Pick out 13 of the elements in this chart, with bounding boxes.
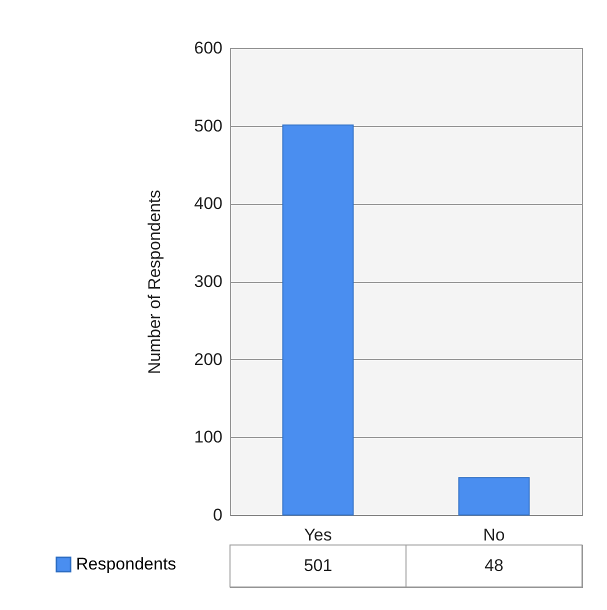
legend-label: Respondents — [76, 554, 176, 574]
x-tick-label: Yes — [304, 526, 332, 544]
y-tick-label: 500 — [194, 116, 222, 136]
x-tick-label: No — [483, 526, 505, 544]
data-label: 48 — [484, 556, 504, 575]
y-tick-label: 400 — [194, 194, 222, 214]
y-tick-label: 600 — [194, 38, 222, 58]
data-label: 501 — [304, 556, 332, 575]
y-tick-label: 100 — [194, 428, 222, 447]
y-tick-label: 300 — [194, 272, 222, 291]
y-axis-title: Number of Respondents — [145, 190, 164, 374]
y-tick-label: 0 — [213, 506, 222, 524]
y-tick-label: 200 — [194, 350, 222, 369]
